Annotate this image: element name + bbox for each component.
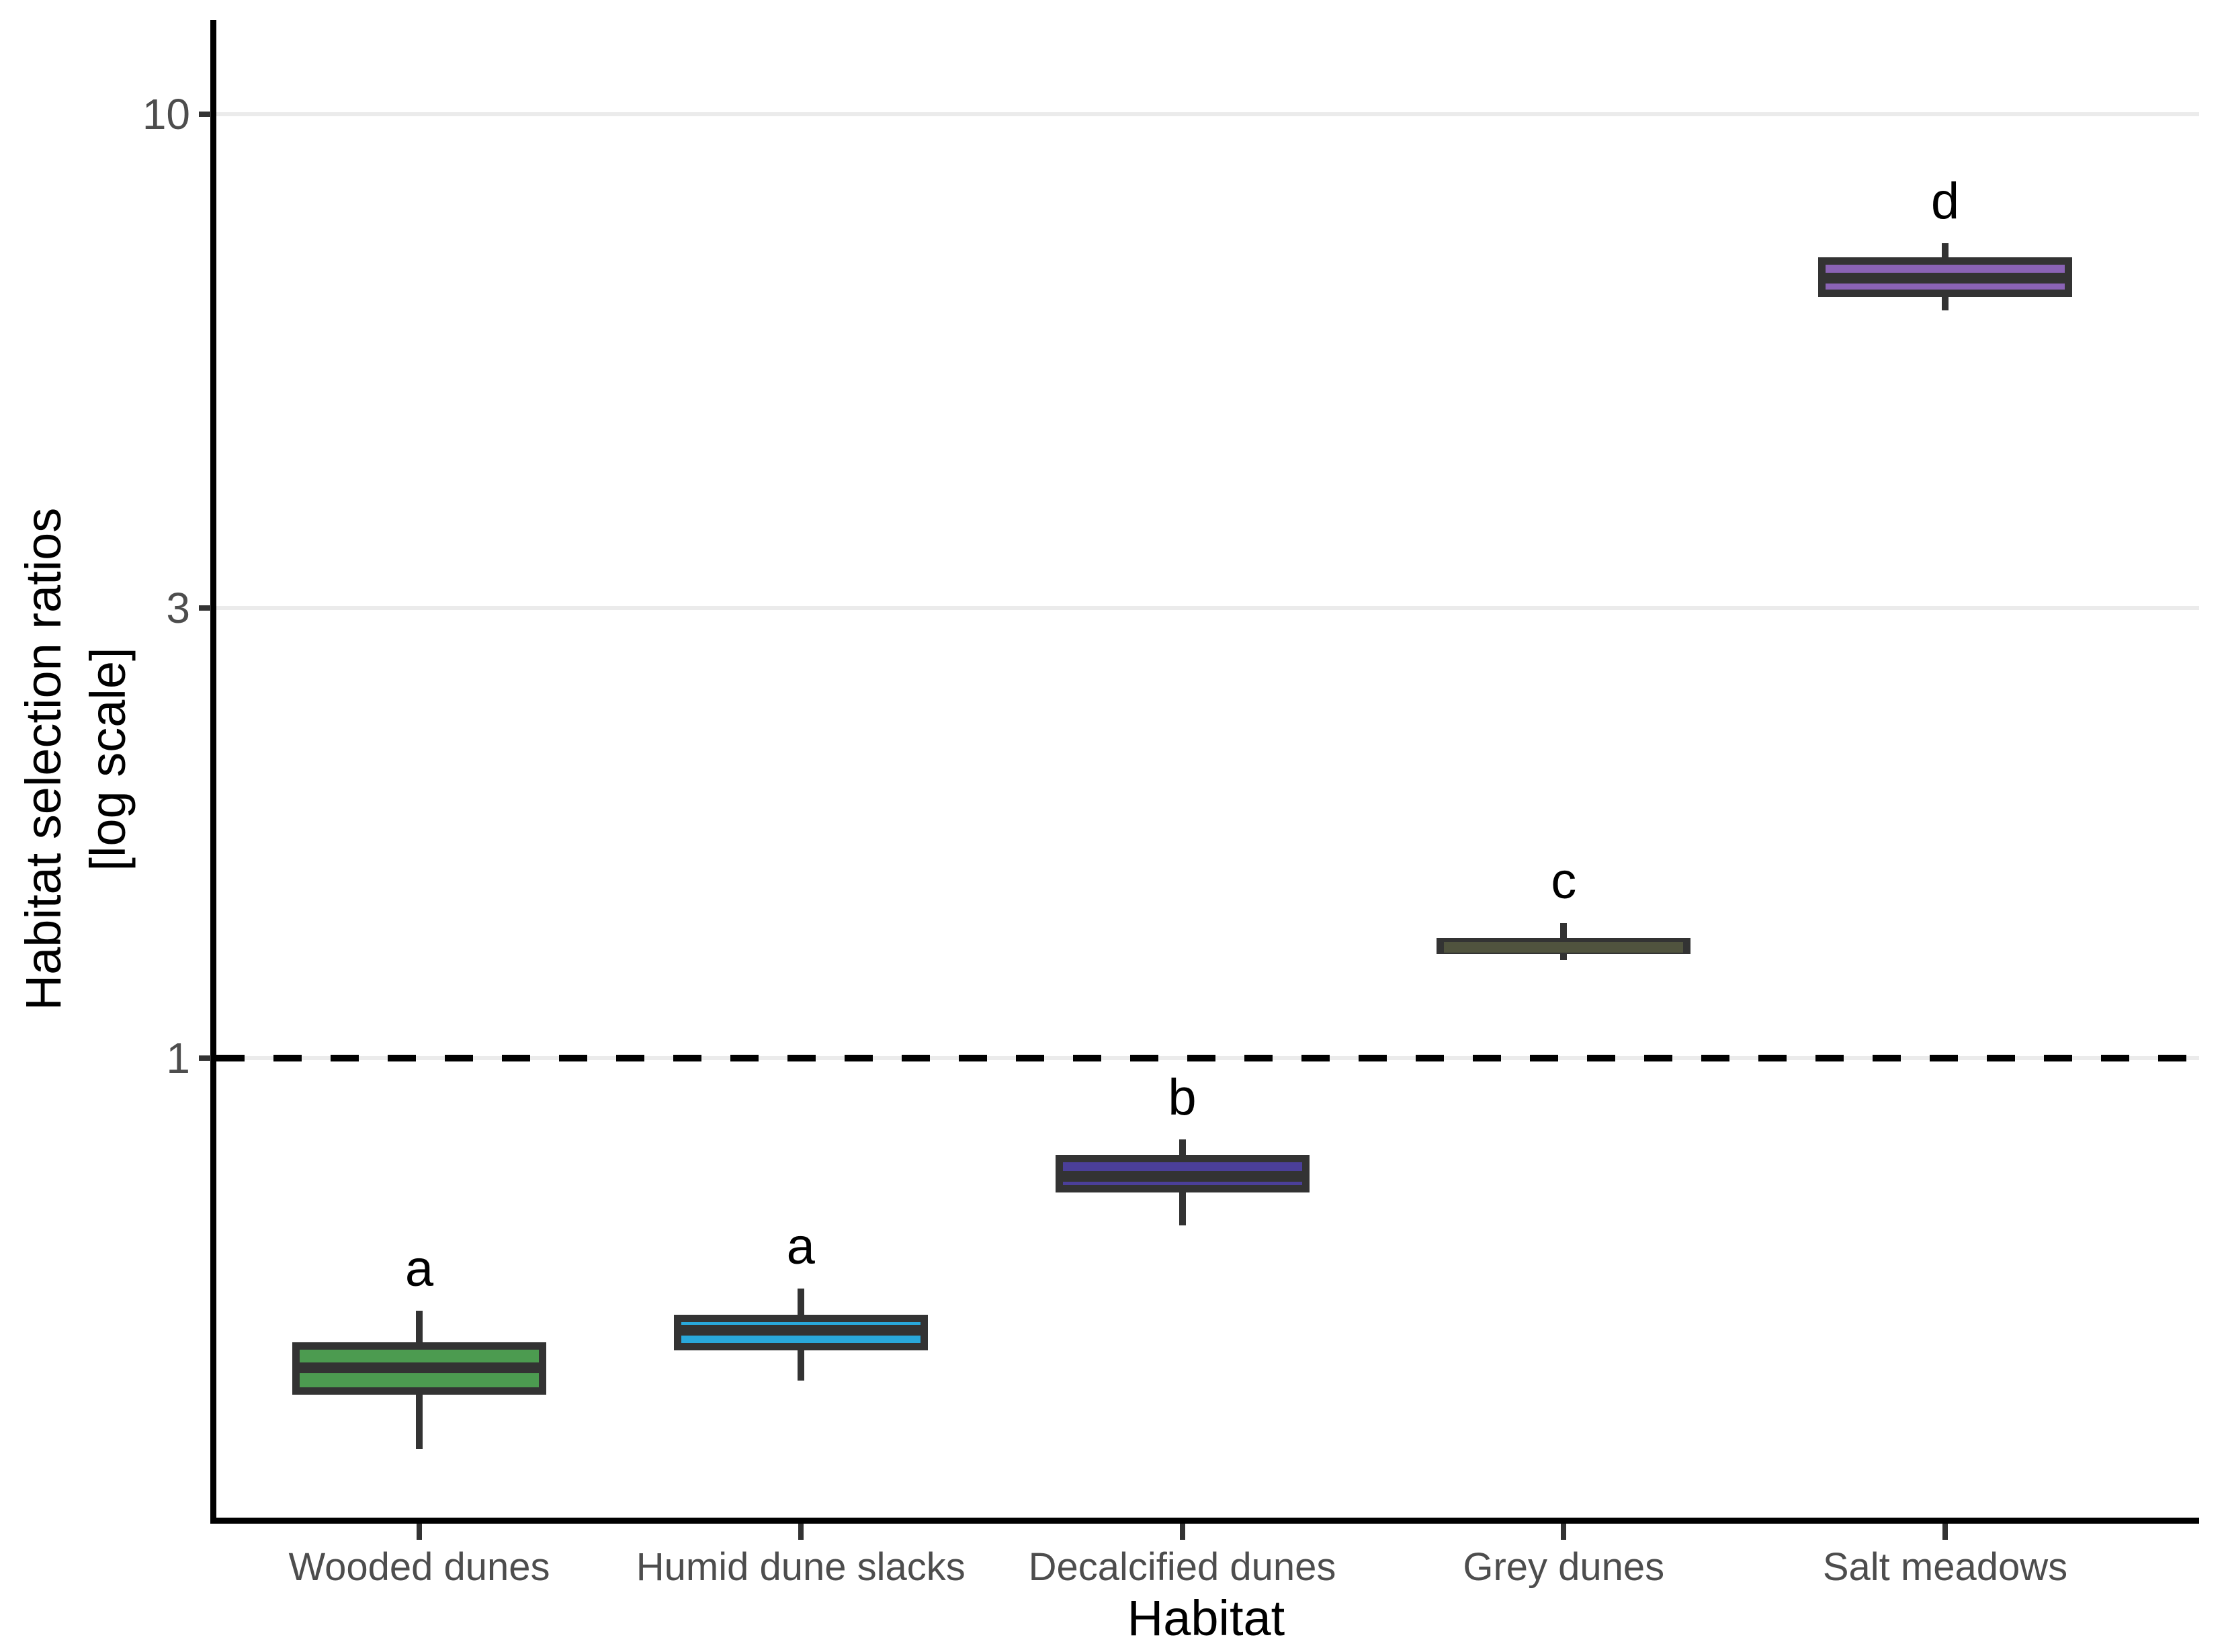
significance-letter-wooded-dunes: a [404, 1240, 434, 1297]
y-axis-title-line1: Habitat selection ratios [15, 507, 71, 1011]
box-wooded-dunes [292, 1342, 546, 1395]
y-tick-label-1: 1 [166, 1034, 190, 1082]
box-salt-meadows [1818, 257, 2072, 298]
x-tick-label-grey-dunes: Grey dunes [1463, 1545, 1665, 1589]
box-decalcified-dunes [1055, 1154, 1310, 1193]
y-axis-line [210, 20, 216, 1524]
y-tick-label-3: 3 [166, 583, 190, 632]
median-line-salt-meadows [1826, 273, 2065, 284]
x-tick-mark-humid-dune-slacks [798, 1524, 804, 1540]
y-axis-title: Habitat selection ratios [log scale] [11, 508, 140, 1011]
y-tick-label-10: 10 [142, 90, 190, 138]
x-tick-label-salt-meadows: Salt meadows [1822, 1545, 2068, 1589]
whisker-lower-humid-dune-slacks [797, 1350, 804, 1381]
gridline-y10 [216, 112, 2199, 116]
x-tick-mark-decalcified-dunes [1179, 1524, 1185, 1540]
x-tick-mark-wooded-dunes [417, 1524, 422, 1540]
whisker-upper-decalcified-dunes [1179, 1139, 1186, 1155]
box-humid-dune-slacks [673, 1314, 928, 1351]
significance-letter-decalcified-dunes: b [1168, 1069, 1197, 1127]
median-line-decalcified-dunes [1062, 1170, 1302, 1182]
x-tick-label-humid-dune-slacks: Humid dune slacks [636, 1545, 966, 1589]
significance-letter-grey-dunes: c [1551, 853, 1577, 910]
whisker-lower-wooded-dunes [416, 1394, 423, 1450]
y-tick-mark-3 [199, 605, 211, 611]
x-tick-mark-salt-meadows [1942, 1524, 1948, 1540]
whisker-upper-humid-dune-slacks [797, 1288, 804, 1315]
reference-line-y1 [216, 1055, 2199, 1061]
significance-letter-humid-dune-slacks: a [786, 1217, 815, 1275]
x-axis-title: Habitat [1127, 1590, 1285, 1646]
box-grey-dunes [1437, 938, 1691, 954]
median-line-grey-dunes [1444, 942, 1684, 953]
y-axis-title-line2: [log scale] [80, 647, 136, 871]
gridline-y3 [216, 605, 2199, 610]
significance-letter-salt-meadows: d [1930, 173, 1960, 230]
whisker-lower-salt-meadows [1942, 297, 1949, 310]
whisker-upper-salt-meadows [1942, 243, 1949, 258]
y-tick-mark-10 [199, 112, 211, 117]
whisker-lower-grey-dunes [1560, 953, 1568, 961]
y-tick-mark-1 [199, 1055, 211, 1061]
whisker-lower-decalcified-dunes [1179, 1192, 1186, 1225]
x-tick-label-decalcified-dunes: Decalcified dunes [1028, 1545, 1336, 1589]
median-line-wooded-dunes [300, 1362, 539, 1373]
whisker-upper-wooded-dunes [416, 1310, 423, 1342]
x-tick-label-wooded-dunes: Wooded dunes [288, 1545, 550, 1589]
median-line-humid-dune-slacks [681, 1324, 921, 1336]
x-axis-line [210, 1518, 2199, 1524]
x-tick-mark-grey-dunes [1561, 1524, 1567, 1540]
whisker-upper-grey-dunes [1560, 923, 1568, 939]
